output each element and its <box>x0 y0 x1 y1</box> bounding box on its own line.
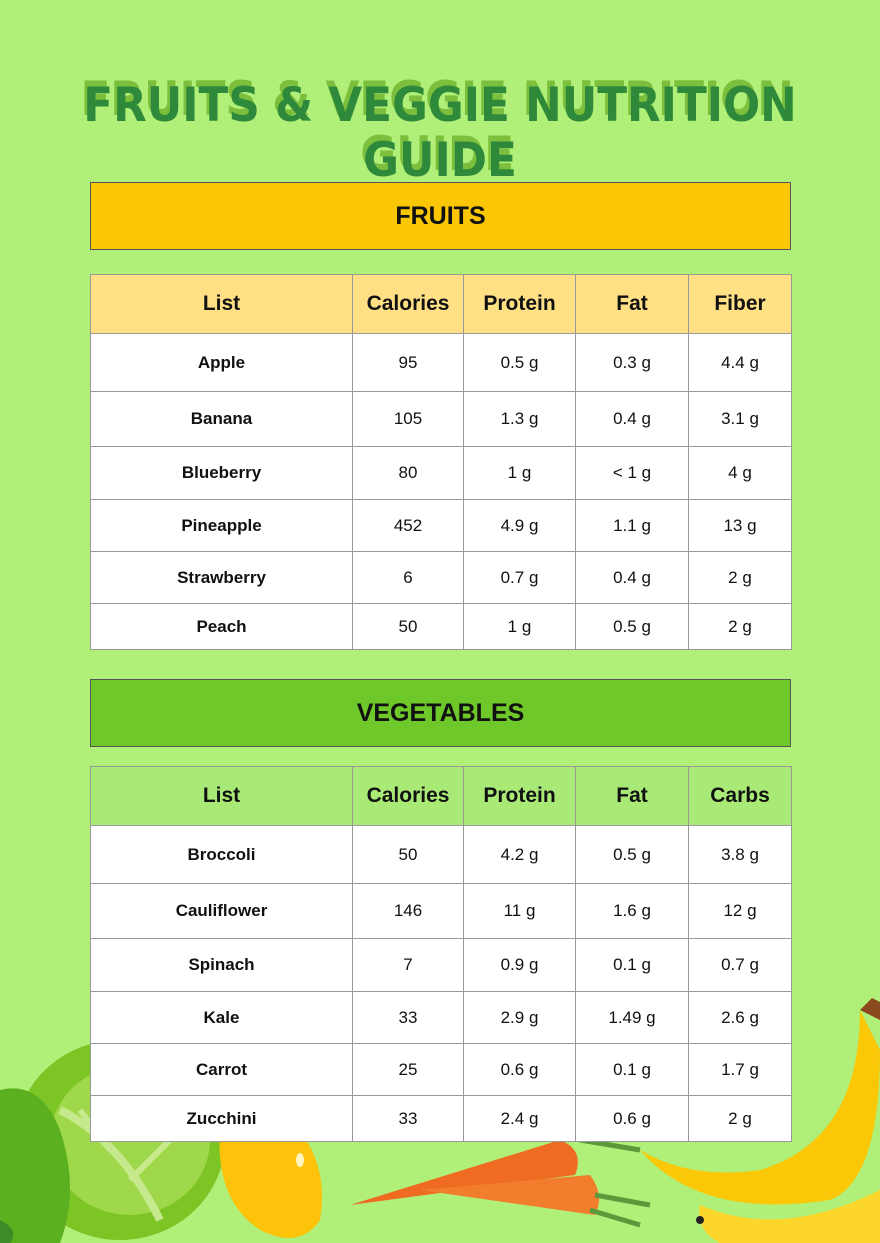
column-header: List <box>90 274 353 334</box>
carrot-illustration <box>350 1137 651 1228</box>
nutrient-value-cell: 2 g <box>688 603 792 650</box>
nutrient-value-cell: 1.49 g <box>575 991 689 1044</box>
item-name-cell: Spinach <box>90 938 353 992</box>
item-name-cell: Pineapple <box>90 499 353 552</box>
nutrient-value-cell: 452 <box>352 499 464 552</box>
column-header: Carbs <box>688 766 792 826</box>
column-header: Calories <box>352 766 464 826</box>
nutrient-value-cell: 1.1 g <box>575 499 689 552</box>
item-name-cell: Banana <box>90 391 353 447</box>
item-name-cell: Apple <box>90 333 353 392</box>
nutrient-value-cell: 0.5 g <box>575 825 689 884</box>
nutrient-value-cell: 2 g <box>688 1095 792 1142</box>
item-name-cell: Cauliflower <box>90 883 353 939</box>
item-name-cell: Blueberry <box>90 446 353 500</box>
table-row: Broccoli 50 4.2 g 0.5 g 3.8 g <box>90 825 792 884</box>
nutrient-value-cell: 4 g <box>688 446 792 500</box>
item-name-cell: Strawberry <box>90 551 353 604</box>
column-header: Fat <box>575 766 689 826</box>
nutrient-value-cell: 6 <box>352 551 464 604</box>
table-row: Carrot 25 0.6 g 0.1 g 1.7 g <box>90 1043 792 1096</box>
table-row: Pineapple 452 4.9 g 1.1 g 13 g <box>90 499 792 552</box>
nutrient-value-cell: 146 <box>352 883 464 939</box>
column-header: Calories <box>352 274 464 334</box>
table-row: Kale 33 2.9 g 1.49 g 2.6 g <box>90 991 792 1044</box>
nutrient-value-cell: 4.4 g <box>688 333 792 392</box>
column-header: Protein <box>463 766 576 826</box>
nutrient-value-cell: 2 g <box>688 551 792 604</box>
nutrient-value-cell: 33 <box>352 1095 464 1142</box>
nutrient-value-cell: 50 <box>352 603 464 650</box>
table-row: Cauliflower 146 11 g 1.6 g 12 g <box>90 883 792 939</box>
nutrient-value-cell: 80 <box>352 446 464 500</box>
nutrient-value-cell: 1.6 g <box>575 883 689 939</box>
fruits-table: List Calories Protein Fat Fiber Apple 95 0… <box>90 274 792 650</box>
item-name-cell: Carrot <box>90 1043 353 1096</box>
nutrient-value-cell: 1 g <box>463 446 576 500</box>
column-header: Fiber <box>688 274 792 334</box>
fruits-section-heading: FRUITS <box>90 182 791 250</box>
vegetables-section-heading: VEGETABLES <box>90 679 791 747</box>
table-row: Banana 105 1.3 g 0.4 g 3.1 g <box>90 391 792 447</box>
banana-illustration <box>640 998 880 1243</box>
nutrient-value-cell: 3.1 g <box>688 391 792 447</box>
table-header-row: List Calories Protein Fat Carbs <box>90 766 792 826</box>
nutrient-value-cell: 0.1 g <box>575 938 689 992</box>
nutrient-value-cell: 0.4 g <box>575 391 689 447</box>
nutrient-value-cell: 1.7 g <box>688 1043 792 1096</box>
nutrient-value-cell: 0.5 g <box>575 603 689 650</box>
nutrient-value-cell: 2.4 g <box>463 1095 576 1142</box>
nutrient-value-cell: 0.6 g <box>575 1095 689 1142</box>
nutrient-value-cell: 1.3 g <box>463 391 576 447</box>
nutrient-value-cell: 0.6 g <box>463 1043 576 1096</box>
nutrient-value-cell: 95 <box>352 333 464 392</box>
nutrient-value-cell: 33 <box>352 991 464 1044</box>
column-header: Fat <box>575 274 689 334</box>
nutrient-value-cell: 2.9 g <box>463 991 576 1044</box>
item-name-cell: Peach <box>90 603 353 650</box>
item-name-cell: Kale <box>90 991 353 1044</box>
vegetables-table: List Calories Protein Fat Carbs Broccoli… <box>90 766 792 1142</box>
table-row: Apple 95 0.5 g 0.3 g 4.4 g <box>90 333 792 392</box>
column-header: Protein <box>463 274 576 334</box>
nutrient-value-cell: 2.6 g <box>688 991 792 1044</box>
nutrient-value-cell: 0.3 g <box>575 333 689 392</box>
nutrient-value-cell: 50 <box>352 825 464 884</box>
nutrient-value-cell: 1 g <box>463 603 576 650</box>
nutrient-value-cell: 0.7 g <box>688 938 792 992</box>
nutrient-value-cell: 0.7 g <box>463 551 576 604</box>
nutrient-value-cell: 13 g <box>688 499 792 552</box>
item-name-cell: Broccoli <box>90 825 353 884</box>
nutrient-value-cell: 0.1 g <box>575 1043 689 1096</box>
nutrient-value-cell: 4.9 g <box>463 499 576 552</box>
page-title: FRUITS & VEGGIE NUTRITION GUIDE <box>83 78 797 188</box>
item-name-cell: Zucchini <box>90 1095 353 1142</box>
nutrient-value-cell: 11 g <box>463 883 576 939</box>
nutrient-value-cell: 0.4 g <box>575 551 689 604</box>
nutrient-value-cell: 0.9 g <box>463 938 576 992</box>
table-header-row: List Calories Protein Fat Fiber <box>90 274 792 334</box>
nutrient-value-cell: 4.2 g <box>463 825 576 884</box>
column-header: List <box>90 766 353 826</box>
nutrient-value-cell: 25 <box>352 1043 464 1096</box>
nutrient-value-cell: 7 <box>352 938 464 992</box>
nutrient-value-cell: 0.5 g <box>463 333 576 392</box>
nutrient-value-cell: 105 <box>352 391 464 447</box>
nutrient-value-cell: 12 g <box>688 883 792 939</box>
nutrient-value-cell: < 1 g <box>575 446 689 500</box>
nutrient-value-cell: 3.8 g <box>688 825 792 884</box>
table-row: Spinach 7 0.9 g 0.1 g 0.7 g <box>90 938 792 992</box>
